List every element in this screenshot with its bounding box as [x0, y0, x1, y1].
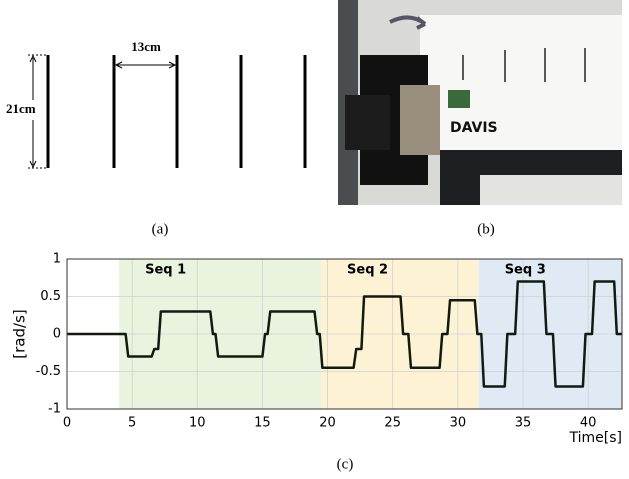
x-axis-label: Time[s]: [569, 430, 622, 446]
rig-motor: [345, 95, 390, 150]
y-tick-label: 0.5: [40, 289, 61, 304]
chart: 0 5 10 15 20 25 30 35 40 -1 -0.5 0 0.5 1 Seq 1 Seq 2 Seq…: [36, 252, 623, 431]
x-tick-label: 40: [580, 416, 597, 431]
sequence-label: Seq 2: [347, 263, 388, 278]
x-tick-label: 5: [128, 416, 136, 431]
board: [420, 15, 622, 155]
y-tick-label: -1: [48, 402, 61, 417]
caption: (c): [337, 456, 354, 472]
spacing-label: 13cm: [131, 39, 161, 54]
panel-a: [28, 54, 307, 169]
signal-line: [67, 280, 622, 388]
rig-mount: [400, 85, 440, 155]
device-label: DAVIS: [450, 120, 498, 136]
x-tick-label: 30: [450, 416, 467, 431]
x-tick-label: 10: [189, 416, 206, 431]
x-tick-label: 35: [515, 416, 532, 431]
x-tick-label: 0: [63, 416, 71, 431]
x-tick-label: 15: [254, 416, 271, 431]
y-tick-label: 0: [53, 327, 61, 342]
photo: [338, 0, 622, 205]
caption: (b): [477, 221, 495, 237]
sequence-label: Seq 1: [145, 263, 186, 278]
y-axis-label: [rad/s]: [11, 309, 29, 358]
arrow-head: [29, 54, 37, 169]
height-label: 21cm: [6, 101, 36, 116]
y-tick-label: 1: [53, 252, 61, 267]
plot-frame: [66, 258, 623, 410]
rotation-arrow: [389, 15, 427, 30]
arrow-head: [114, 61, 177, 69]
x-tick-label: 20: [319, 416, 336, 431]
sequence-label: Seq 3: [505, 263, 546, 278]
table-top: [480, 175, 622, 205]
caption: (a): [152, 221, 169, 237]
camera: [448, 90, 470, 108]
y-tick-label: -0.5: [36, 364, 61, 379]
x-tick-label: 25: [384, 416, 401, 431]
